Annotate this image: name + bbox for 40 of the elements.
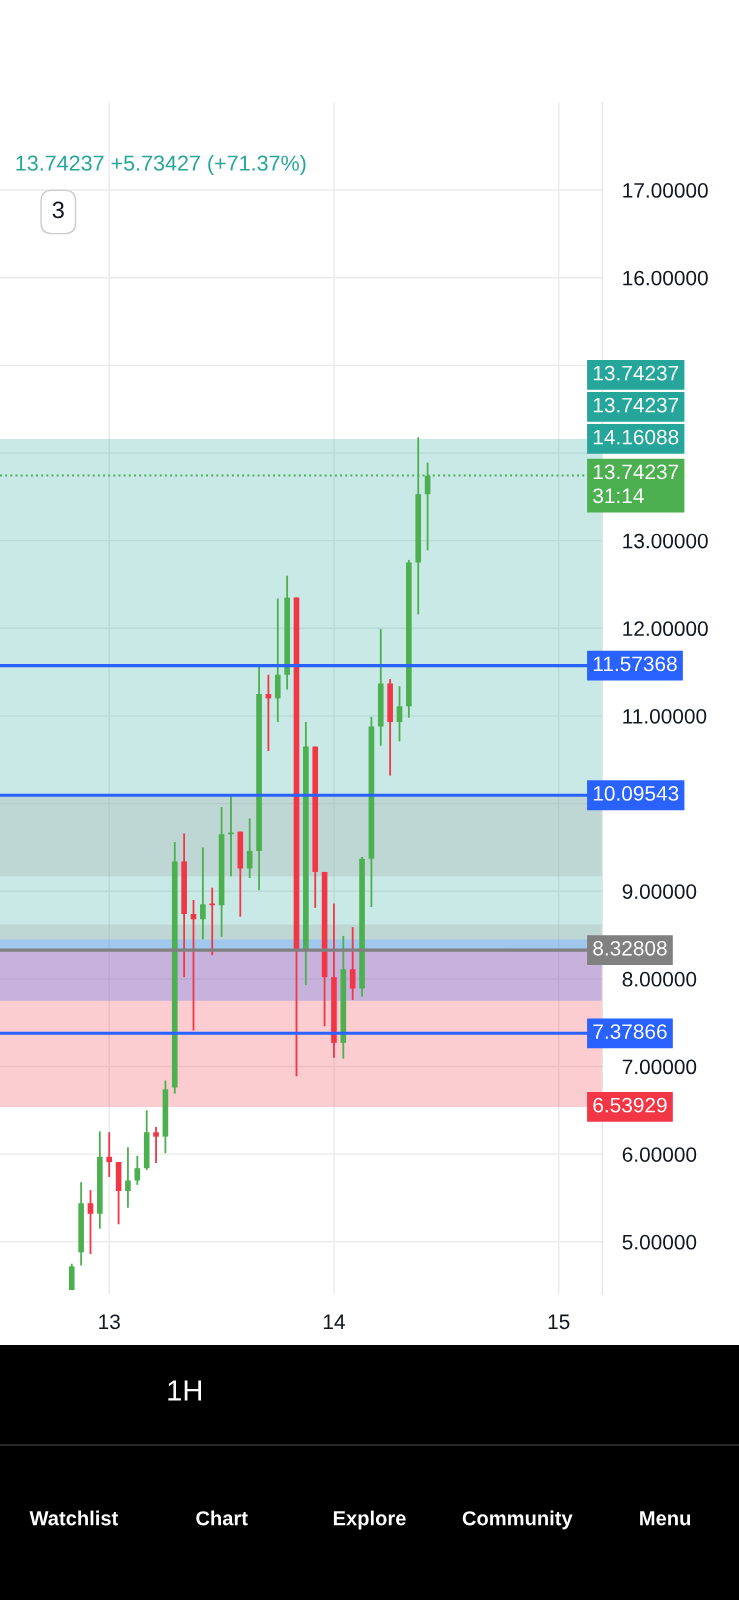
y-tick-label: 5.00000 xyxy=(622,1234,697,1250)
y-tick-label: 12.00000 xyxy=(623,621,708,637)
ref-line-label: 11.57368 xyxy=(593,656,677,672)
text: Community xyxy=(462,1510,573,1530)
y-tick-label: 9.00000 xyxy=(622,884,697,899)
y-tick-label: 8.00000 xyxy=(622,971,697,987)
band-label: 14.16088 xyxy=(593,429,679,445)
candlestick xyxy=(153,1126,159,1164)
candlestick xyxy=(87,1189,94,1255)
x-tick-label: 14 xyxy=(323,1314,345,1329)
ref-line-label: 7.37866 xyxy=(593,1024,667,1039)
candlestick xyxy=(200,846,206,941)
candlestick xyxy=(106,1131,113,1178)
text: 1H xyxy=(168,1380,202,1401)
y-tick-label: 6.00000 xyxy=(622,1147,697,1162)
text: Chart xyxy=(196,1510,248,1526)
ref-line-label: 8.32808 xyxy=(593,940,667,956)
y-tick-label: 16.00000 xyxy=(623,270,708,286)
candlestick xyxy=(209,886,216,957)
candlestick xyxy=(125,1146,131,1209)
ref-line-label: 13.74237 31:14 xyxy=(593,464,679,504)
annotation: 13.74237 xyxy=(593,365,679,381)
candlestick xyxy=(349,926,356,1001)
y-tick-label: 13.00000 xyxy=(623,533,708,549)
text: Explore xyxy=(333,1510,406,1530)
x-tick-label: 13 xyxy=(99,1314,120,1330)
annotation: 13.74237 xyxy=(593,397,679,413)
text: 13.74237 +5.73427 (+71.37%) xyxy=(16,154,306,176)
candlestick xyxy=(396,685,403,743)
y-tick-label: 7.00000 xyxy=(622,1059,697,1075)
y-tick-label: 17.00000 xyxy=(623,183,708,198)
annotation: 3 xyxy=(52,201,64,219)
candlestick xyxy=(68,1262,75,1291)
ref-line-label: 10.09543 xyxy=(593,786,679,801)
text: Watchlist xyxy=(29,1510,119,1526)
text: Menu xyxy=(640,1511,691,1526)
band-label: 6.53929 xyxy=(593,1097,667,1113)
candlestick xyxy=(274,597,281,723)
x-tick-label: 15 xyxy=(548,1314,570,1330)
y-tick-label: 11.00000 xyxy=(623,708,707,724)
